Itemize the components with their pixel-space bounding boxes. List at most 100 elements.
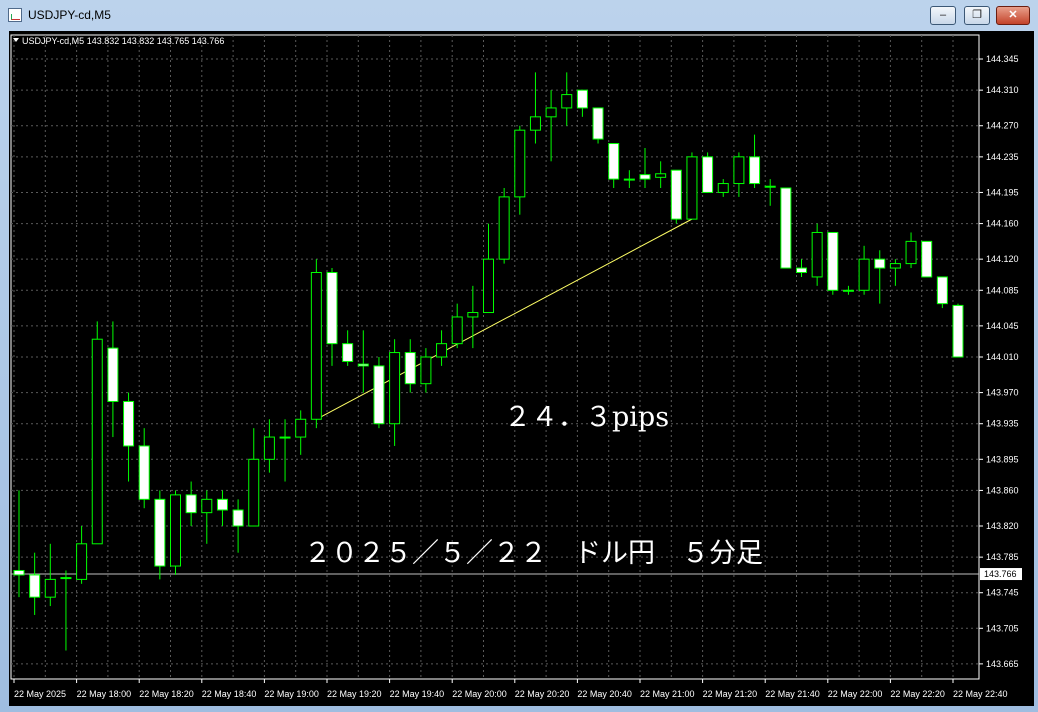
candle-body[interactable] [60,577,72,580]
y-tick-label: 143.895 [986,454,1019,464]
candle-body[interactable] [764,185,776,188]
candle-body[interactable] [232,509,244,527]
candle-body[interactable] [623,178,635,181]
close-button[interactable]: ✕ [996,6,1030,25]
y-tick-label: 144.310 [986,85,1019,95]
candle-body[interactable] [373,365,385,425]
candlestick-chart[interactable]: 144.345 144.310 144.270 144.235 144.195 144.1… [9,31,1034,706]
y-tick-label: 143.860 [986,485,1019,495]
candle-body[interactable] [874,258,886,269]
y-tick-label: 144.120 [986,254,1019,264]
candle-body[interactable] [216,498,228,511]
x-tick-label: 22 May 21:20 [703,689,758,699]
y-tick-label: 144.160 [986,219,1019,229]
candle-body[interactable] [76,543,88,580]
y-tick-label: 144.235 [986,152,1019,162]
candle-body[interactable] [91,338,103,545]
y-tick-label: 144.345 [986,54,1019,64]
candle-body[interactable] [13,569,25,576]
candle-body[interactable] [905,240,917,265]
candle-body[interactable] [811,231,823,278]
close-icon: ✕ [1008,9,1018,21]
x-tick-label: 22 May 20:20 [515,689,570,699]
candle-body[interactable] [310,271,322,420]
candle-body[interactable] [326,271,338,345]
current-price-tag [980,568,1022,581]
candle-body[interactable] [483,258,494,314]
candle-body[interactable] [404,352,416,385]
candle-body[interactable] [451,316,463,345]
candle-body[interactable] [248,458,260,527]
candle-body[interactable] [185,494,197,514]
title-bar[interactable]: USDJPY-cd,M5 – ❐ ✕ [0,0,1038,32]
candle-body[interactable] [123,400,135,447]
collapse-arrow-icon[interactable] [13,38,19,42]
x-tick-label: 22 May 21:00 [640,689,695,699]
candle-body[interactable] [138,445,150,500]
candle-body[interactable] [576,89,588,109]
candle-body[interactable] [44,578,56,598]
minimize-button[interactable]: – [930,6,956,25]
candle-body[interactable] [702,156,714,193]
minimize-icon: – [939,9,947,21]
y-tick-label: 143.820 [986,521,1019,531]
candle-body[interactable] [670,169,682,220]
candle-body[interactable] [107,347,119,402]
x-tick-label: 22 May 22:40 [953,689,1008,699]
candle-body[interactable] [389,352,401,425]
candle-body[interactable] [201,498,213,514]
x-tick-label: 22 May 20:40 [577,689,632,699]
candle-body[interactable] [749,156,761,185]
candle-body[interactable] [952,304,964,358]
x-tick-label: 22 May 20:00 [452,689,507,699]
candle-body[interactable] [655,173,667,178]
candle-body[interactable] [936,276,948,305]
candle-body[interactable] [545,107,557,118]
candle-body[interactable] [29,574,41,598]
candle-body[interactable] [733,156,745,185]
x-tick-label: 22 May 18:00 [77,689,132,699]
candle-body[interactable] [498,196,510,260]
candle-body[interactable] [295,418,307,438]
pips-annotation: ２４．３pips [504,402,669,433]
x-tick-label: 22 May 19:20 [327,689,382,699]
chart-area[interactable]: 144.345 144.310 144.270 144.235 144.195 144.1… [9,31,1034,706]
candle-body[interactable] [467,312,479,318]
x-tick-label: 22 May 22:00 [828,689,883,699]
y-tick-label: 144.270 [986,121,1019,131]
candle-body[interactable] [858,258,870,291]
candle-body[interactable] [529,116,541,131]
candle-body[interactable] [780,187,792,269]
candle-body[interactable] [170,494,181,567]
candle-body[interactable] [842,289,854,292]
x-tick-label: 22 May 19:00 [264,689,319,699]
symbol-info: USDJPY-cd,M5 143.832 143.832 143.765 143… [22,36,224,46]
y-tick-label: 143.665 [986,659,1019,669]
candle-body[interactable] [686,156,698,220]
candle-body[interactable] [357,363,369,367]
candle-body[interactable] [420,356,432,385]
x-tick-label: 22 May 18:40 [202,689,257,699]
candle-body[interactable] [889,263,901,269]
y-tick-label: 143.935 [986,419,1019,429]
candle-body[interactable] [827,231,839,291]
candle-body[interactable] [608,143,620,180]
y-tick-label: 143.970 [986,388,1019,398]
candle-body[interactable] [592,107,604,140]
candle-body[interactable] [921,240,933,278]
candle-body[interactable] [263,436,275,460]
candle-body[interactable] [717,183,729,193]
candle-body[interactable] [342,343,354,362]
candle-body[interactable] [154,498,166,567]
candle-body[interactable] [514,129,526,198]
candle-body[interactable] [279,436,291,439]
restore-button[interactable]: ❐ [964,6,990,25]
y-tick-label: 143.785 [986,552,1019,562]
y-tick-label: 143.705 [986,623,1019,633]
y-tick-label: 144.085 [986,285,1019,295]
candle-body[interactable] [436,343,448,358]
candle-body[interactable] [639,174,651,180]
candle-body[interactable] [796,267,807,273]
x-tick-label: 22 May 2025 [14,689,66,699]
candle-body[interactable] [561,94,573,109]
